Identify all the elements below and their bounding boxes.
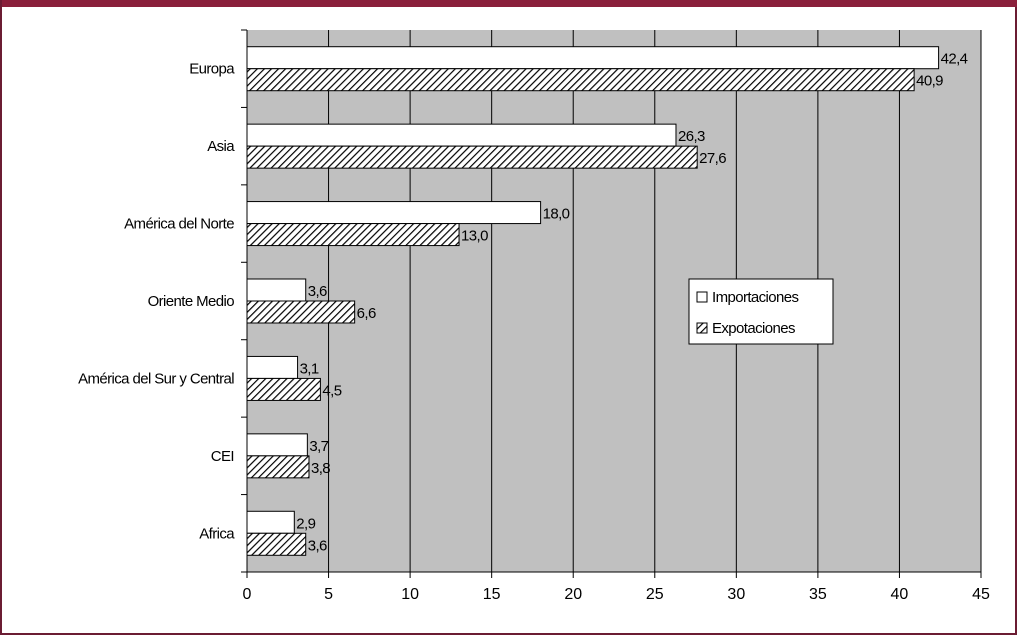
x-tick-label: 40 bbox=[891, 586, 909, 603]
legend-label-importaciones: Importaciones bbox=[712, 289, 799, 306]
data-label-importaciones: 26,3 bbox=[678, 128, 705, 145]
x-tick-label: 10 bbox=[401, 586, 419, 603]
data-label-importaciones: 3,6 bbox=[308, 283, 327, 300]
legend-swatch-importaciones bbox=[696, 291, 708, 303]
category-label: Oriente Medio bbox=[148, 293, 235, 310]
bar-importaciones bbox=[246, 123, 677, 147]
x-tick-label: 25 bbox=[646, 586, 664, 603]
bar-importaciones bbox=[246, 278, 307, 302]
category-label: Africa bbox=[199, 525, 235, 542]
data-label-expotaciones: 3,8 bbox=[311, 460, 330, 477]
data-label-expotaciones: 40,9 bbox=[916, 73, 943, 90]
legend-label-expotaciones: Expotaciones bbox=[712, 320, 795, 337]
legend: Importaciones Expotaciones bbox=[688, 278, 834, 345]
data-label-expotaciones: 27,6 bbox=[699, 150, 726, 167]
bar-importaciones bbox=[246, 46, 940, 70]
data-label-importaciones: 42,4 bbox=[941, 51, 968, 68]
x-tick-label: 45 bbox=[972, 586, 990, 603]
data-label-expotaciones: 13,0 bbox=[461, 228, 488, 245]
bar-expotaciones bbox=[246, 223, 460, 247]
bar-expotaciones bbox=[246, 377, 321, 401]
bar-expotaciones bbox=[246, 532, 307, 556]
x-tick-label: 20 bbox=[564, 586, 582, 603]
x-tick-label: 5 bbox=[324, 586, 333, 603]
category-label: Europa bbox=[189, 61, 235, 78]
data-label-importaciones: 3,1 bbox=[300, 360, 319, 377]
data-label-expotaciones: 4,5 bbox=[322, 382, 341, 399]
category-label: Asia bbox=[207, 138, 235, 155]
category-label: CEI bbox=[211, 448, 234, 465]
x-tick-label: 0 bbox=[243, 586, 252, 603]
x-tick-label: 30 bbox=[727, 586, 745, 603]
legend-box bbox=[688, 278, 834, 345]
bar-expotaciones bbox=[246, 300, 356, 324]
bar-expotaciones bbox=[246, 455, 310, 479]
data-label-expotaciones: 3,6 bbox=[308, 537, 327, 554]
category-label: América del Sur y Central bbox=[78, 370, 234, 387]
plot-area bbox=[247, 30, 981, 572]
bar-importaciones bbox=[246, 201, 542, 225]
legend-swatch-expotaciones bbox=[696, 322, 708, 334]
data-label-importaciones: 3,7 bbox=[309, 438, 328, 455]
bar-importaciones bbox=[246, 433, 308, 457]
bar-importaciones bbox=[246, 510, 295, 534]
category-label: América del Norte bbox=[124, 216, 234, 233]
data-label-expotaciones: 6,6 bbox=[357, 305, 376, 322]
data-label-importaciones: 18,0 bbox=[543, 206, 570, 223]
data-label-importaciones: 2,9 bbox=[296, 515, 315, 532]
bar-expotaciones bbox=[246, 145, 698, 169]
bar-importaciones bbox=[246, 355, 299, 379]
top-color-bar bbox=[2, 0, 1017, 7]
x-tick-label: 15 bbox=[483, 586, 501, 603]
bar-expotaciones bbox=[246, 68, 915, 92]
x-tick-label: 35 bbox=[809, 586, 827, 603]
